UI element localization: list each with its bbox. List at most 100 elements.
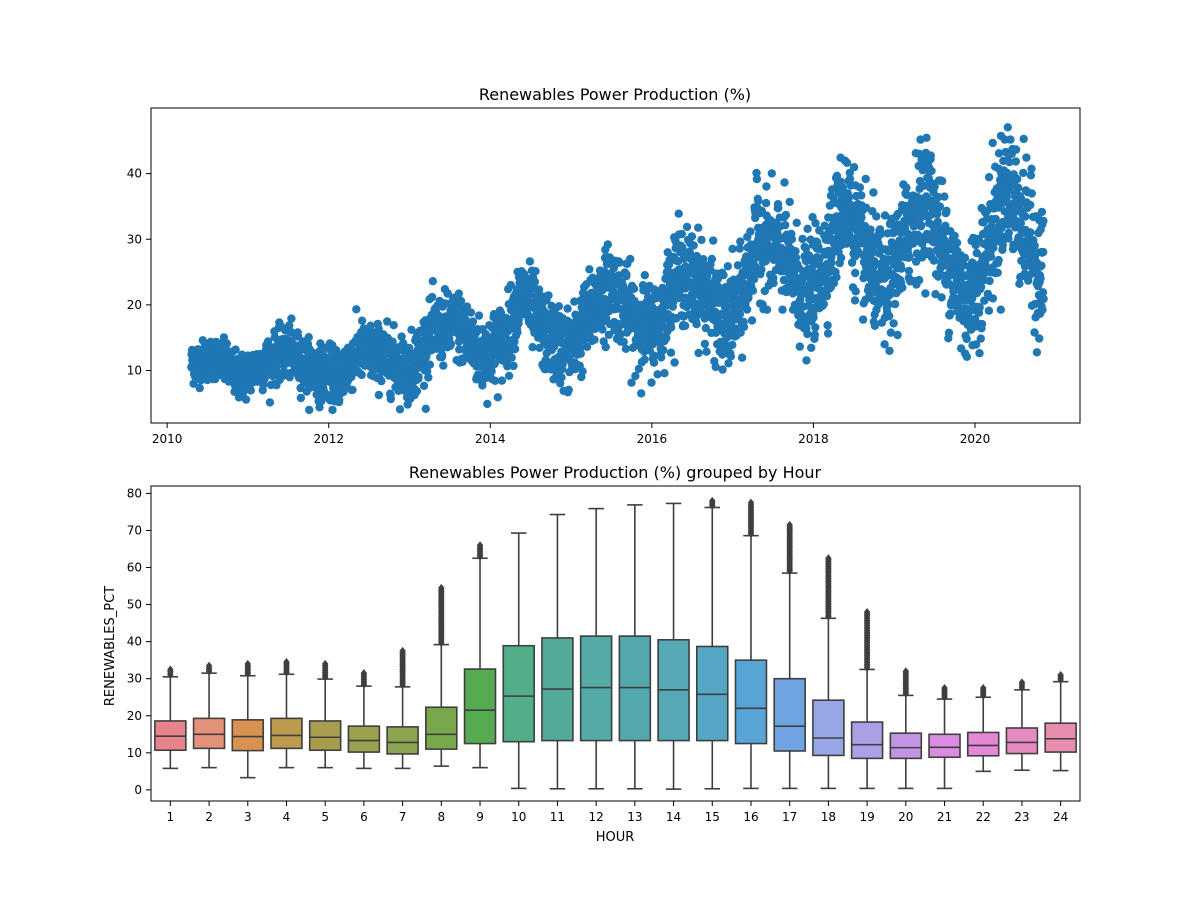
box-x-tick-label: 2 [205,810,213,824]
scatter-point [666,348,676,357]
scatter-point [889,319,898,328]
scatter-point [728,244,737,253]
scatter-point [667,323,676,332]
scatter-point [576,349,585,358]
scatter-point [427,292,437,302]
scatter-point [1030,241,1039,250]
scatter-point [189,379,198,388]
box-y-tick-label: 40 [127,635,142,649]
scatter-point [603,240,612,249]
scatter-point [377,376,386,386]
box-x-tick-label: 17 [782,810,797,824]
scatter-point [462,302,472,311]
scatter-point [832,273,841,282]
scatter-point [736,237,745,246]
scatter-point [1019,168,1028,178]
scatter-point [962,334,971,344]
scatter-point [582,342,592,351]
scatter-point [787,235,797,244]
scatter-point [842,158,852,167]
scatter-point [528,343,537,352]
scatter-point [940,192,949,201]
scatter-point [456,296,466,306]
box-x-tick-label: 19 [859,810,874,824]
box-title: Renewables Power Production (%) grouped … [409,463,822,482]
scatter-point [1026,228,1035,237]
box-iqr [463,668,497,745]
scatter-point [647,378,656,387]
box-x-tick-label: 20 [898,810,913,824]
scatter-point [438,350,447,360]
box-x-tick-label: 22 [976,810,991,824]
scatter-point [622,270,631,279]
scatter-point [564,385,573,394]
scatter-point [893,330,902,340]
box-y-tick-label: 80 [127,486,142,500]
scatter-point [649,351,658,360]
scatter-point [315,403,324,412]
scatter-point [615,258,624,267]
scatter-point [637,389,646,398]
scatter-point [1039,294,1048,304]
scatter-point [674,209,683,218]
scatter-point [653,370,662,379]
scatter-point [1036,274,1045,283]
scatter-point [922,133,931,142]
scatter-point [348,385,357,395]
box-y-tick-label: 30 [127,672,142,686]
scatter-point [423,367,432,376]
scatter-point [1035,334,1044,343]
box-iqr [502,644,536,743]
scatter-point [493,393,502,402]
scatter-point [421,404,430,413]
scatter-point [405,343,414,353]
scatter-y-tick-label: 10 [127,364,142,378]
scatter-point [885,346,894,355]
scatter-point [844,193,854,202]
scatter-point [747,316,757,325]
scatter-point [280,367,289,376]
scatter-point [412,387,422,396]
scatter-point [761,198,771,208]
scatter-point [554,302,564,311]
box-x-tick-label: 7 [399,810,407,824]
scatter-point [1037,261,1046,270]
scatter-point [640,355,649,364]
scatter-x-tick-label: 2020 [960,432,991,446]
scatter-title: Renewables Power Production (%) [479,85,751,104]
scatter-point [598,325,607,334]
scatter-point [803,224,812,233]
scatter-point [984,173,994,182]
box-iqr [734,659,768,745]
scatter-point [1027,189,1037,198]
box-y-tick-label: 10 [127,746,142,760]
scatter-point [626,254,635,264]
scatter-point [487,367,496,376]
scatter-point [657,353,666,362]
box-x-tick-label: 21 [937,810,952,824]
scatter-point [428,277,437,286]
scatter-point [937,293,946,302]
scatter-point [993,268,1002,277]
scatter-point [1038,305,1047,314]
box-y-tick-label: 0 [134,783,142,797]
scatter-point [466,308,476,317]
scatter-point [458,357,467,366]
scatter-point [762,182,771,191]
scatter-point [742,305,752,314]
scatter-point [774,203,783,213]
box-x-tick-label: 13 [627,810,642,824]
scatter-point [1014,183,1023,192]
scatter-point [897,264,906,273]
scatter-point [474,311,484,320]
box-iqr [1005,727,1039,755]
scatter-point [357,370,366,380]
scatter-point [681,321,690,330]
scatter-point [335,395,344,405]
scatter-point [811,219,820,228]
scatter-point [439,361,448,370]
box-x-tick-label: 12 [589,810,604,824]
scatter-point [723,262,732,271]
scatter-point [807,343,816,352]
scatter-point [810,330,819,339]
